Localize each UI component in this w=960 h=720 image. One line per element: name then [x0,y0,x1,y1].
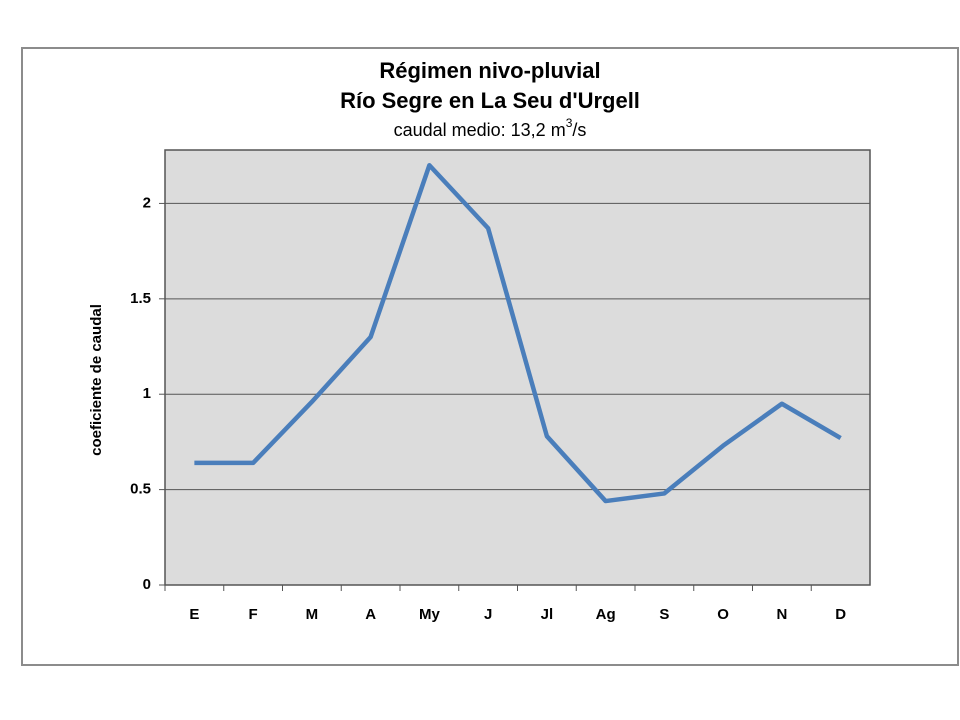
x-tick-label: M [306,606,319,623]
x-tick-label: O [717,606,729,623]
plot-area [164,149,871,586]
x-tick-label: S [659,606,669,623]
y-tick-label: 0.5 [130,481,151,498]
chart-title: Río Segre en La Seu d'Urgell [340,88,640,113]
subtitle-text: caudal medio: 13,2 m [394,120,566,140]
chart-subtitle: caudal medio: 13,2 m3/s [394,116,587,140]
x-tick-label: Ag [596,606,616,623]
y-tick-label: 1 [143,385,151,402]
x-tick-label: F [249,606,258,623]
x-tick-label: Jl [541,606,554,623]
chart-title: Régimen nivo-pluvial [379,58,600,83]
subtitle-text: /s [572,120,586,140]
y-tick-label: 2 [143,194,151,211]
y-tick-label: 0 [143,576,151,593]
x-tick-label: N [776,606,787,623]
x-tick-label: J [484,606,492,623]
data-line [194,163,842,504]
subtitle-superscript: 3 [566,116,573,130]
x-tick-label: My [419,606,440,623]
x-tick-label: D [835,606,846,623]
y-tick-label: 1.5 [130,290,151,307]
y-axis-label: coeficiente de caudal [88,304,105,456]
x-tick-label: E [189,606,199,623]
x-tick-label: A [365,606,376,623]
